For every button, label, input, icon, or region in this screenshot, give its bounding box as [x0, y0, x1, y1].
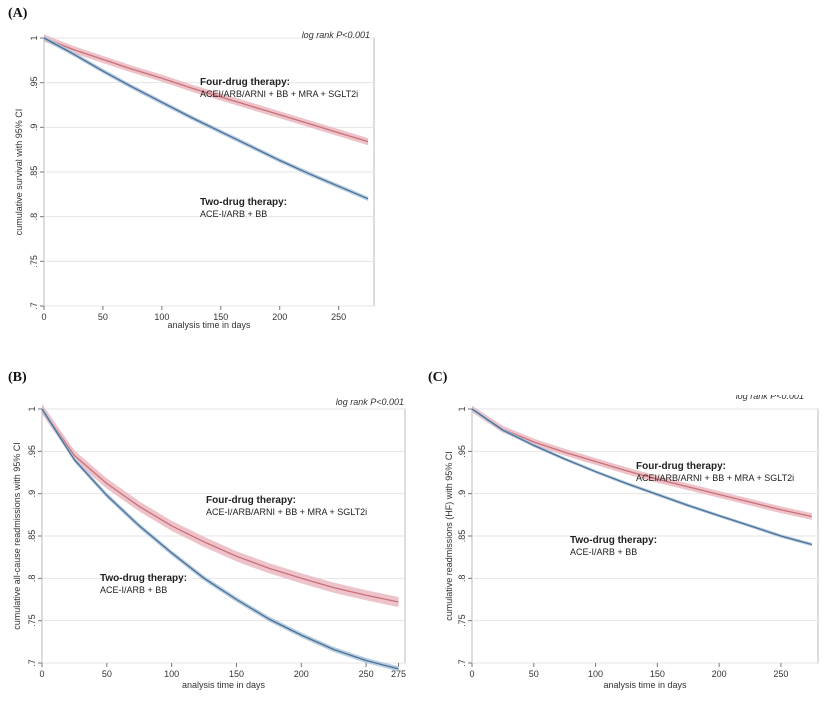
y-tick-label: .75: [29, 255, 39, 268]
x-axis-label: analysis time in days: [603, 680, 687, 690]
y-tick-label: .9: [457, 490, 467, 498]
x-tick-label: 200: [712, 669, 727, 679]
y-tick-label: .8: [29, 213, 39, 221]
series-0-name: Four-drug therapy:: [200, 77, 290, 88]
x-tick-label: 0: [39, 669, 44, 679]
x-tick-label: 100: [588, 669, 603, 679]
series-0-line: [41, 408, 399, 603]
series-0-description: ACEI/ARB/ARNI + BB + MRA + SGLT2i: [200, 89, 358, 99]
x-axis-label: analysis time in days: [182, 680, 266, 690]
y-tick-label: 1: [457, 406, 467, 411]
x-tick-label: 0: [469, 669, 474, 679]
x-tick-label: 50: [98, 312, 108, 322]
y-tick-label: .7: [29, 302, 39, 310]
series-1-name: Two-drug therapy:: [100, 573, 187, 584]
y-tick-label: .8: [457, 575, 467, 583]
x-tick-label: 250: [773, 669, 788, 679]
series-1-name: Two-drug therapy:: [570, 535, 657, 546]
y-tick-label: .7: [457, 659, 467, 667]
chart-c: 1 .95 .9 .85 .8 .75 .70 50 100 150 200 250 analysis …: [444, 395, 819, 690]
y-tick-label: .75: [27, 614, 37, 627]
x-tick-label: 150: [650, 669, 665, 679]
chart-a: 1 .95 .9 .85 .8 .75 .70 50 100 150 200 250 analysis …: [14, 30, 375, 330]
y-tick-label: .95: [29, 76, 39, 89]
series-1-line: [43, 37, 369, 200]
x-tick-label: 150: [213, 312, 228, 322]
series-0-line: [471, 408, 812, 518]
series-1-description: ACE-I/ARB + BB: [570, 547, 637, 557]
series-0-name: Four-drug therapy:: [206, 495, 296, 506]
y-tick-label: .8: [27, 575, 37, 583]
x-tick-label: 50: [102, 669, 112, 679]
y-tick-label: .7: [27, 659, 37, 667]
log-rank-annotation: log rank P<0.001: [336, 397, 404, 407]
x-tick-label: 275: [391, 669, 406, 679]
y-axis-label: cumulative all-cause readmissions with 9…: [12, 442, 22, 630]
panel-label-c: (C): [428, 370, 448, 385]
y-tick-label: 1: [27, 406, 37, 411]
y-tick-label: .9: [29, 124, 39, 132]
y-tick-label: .95: [457, 445, 467, 458]
x-tick-label: 100: [154, 312, 169, 322]
series-1-line: [41, 408, 399, 670]
x-tick-label: 0: [41, 312, 46, 322]
y-tick-label: .75: [457, 614, 467, 627]
y-axis-label: cumulative readmissions (HF) with 95% CI: [444, 451, 454, 621]
x-tick-label: 200: [294, 669, 309, 679]
y-tick-label: .85: [457, 530, 467, 543]
y-tick-label: .9: [27, 490, 37, 498]
series-0-description: ACE-I/ARB/ARNI + BB + MRA + SGLT2i: [206, 507, 367, 517]
series-1-name: Two-drug therapy:: [200, 197, 287, 208]
log-rank-annotation: log rank P<0.001: [736, 395, 804, 401]
y-tick-label: .85: [27, 530, 37, 543]
series-1-line: [471, 408, 812, 546]
series-0-description: ACEI/ARB/ARNI + BB + MRA + SGLT2i: [636, 473, 794, 483]
panel-label-b: (B): [8, 370, 27, 385]
panel-label-a: (A): [8, 6, 28, 21]
y-tick-label: .85: [29, 166, 39, 179]
x-tick-label: 50: [529, 669, 539, 679]
x-axis-label: analysis time in days: [167, 320, 251, 330]
series-1-description: ACE-I/ARB + BB: [100, 585, 167, 595]
x-tick-label: 100: [164, 669, 179, 679]
x-tick-label: 250: [359, 669, 374, 679]
y-axis-label: cumulative survival with 95% CI: [14, 109, 24, 236]
series-0-name: Four-drug therapy:: [636, 461, 726, 472]
series-1-description: ACE-I/ARB + BB: [200, 209, 267, 219]
x-tick-label: 200: [272, 312, 287, 322]
series-0-line: [43, 37, 369, 143]
x-tick-label: 250: [331, 312, 346, 322]
log-rank-annotation: log rank P<0.001: [302, 30, 370, 40]
y-tick-label: .95: [27, 445, 37, 458]
y-tick-label: 1: [29, 35, 39, 40]
chart-b: 1 .95 .9 .85 .8 .75 .70 50 100 150 200 250 275 analys…: [12, 397, 406, 690]
x-tick-label: 150: [229, 669, 244, 679]
